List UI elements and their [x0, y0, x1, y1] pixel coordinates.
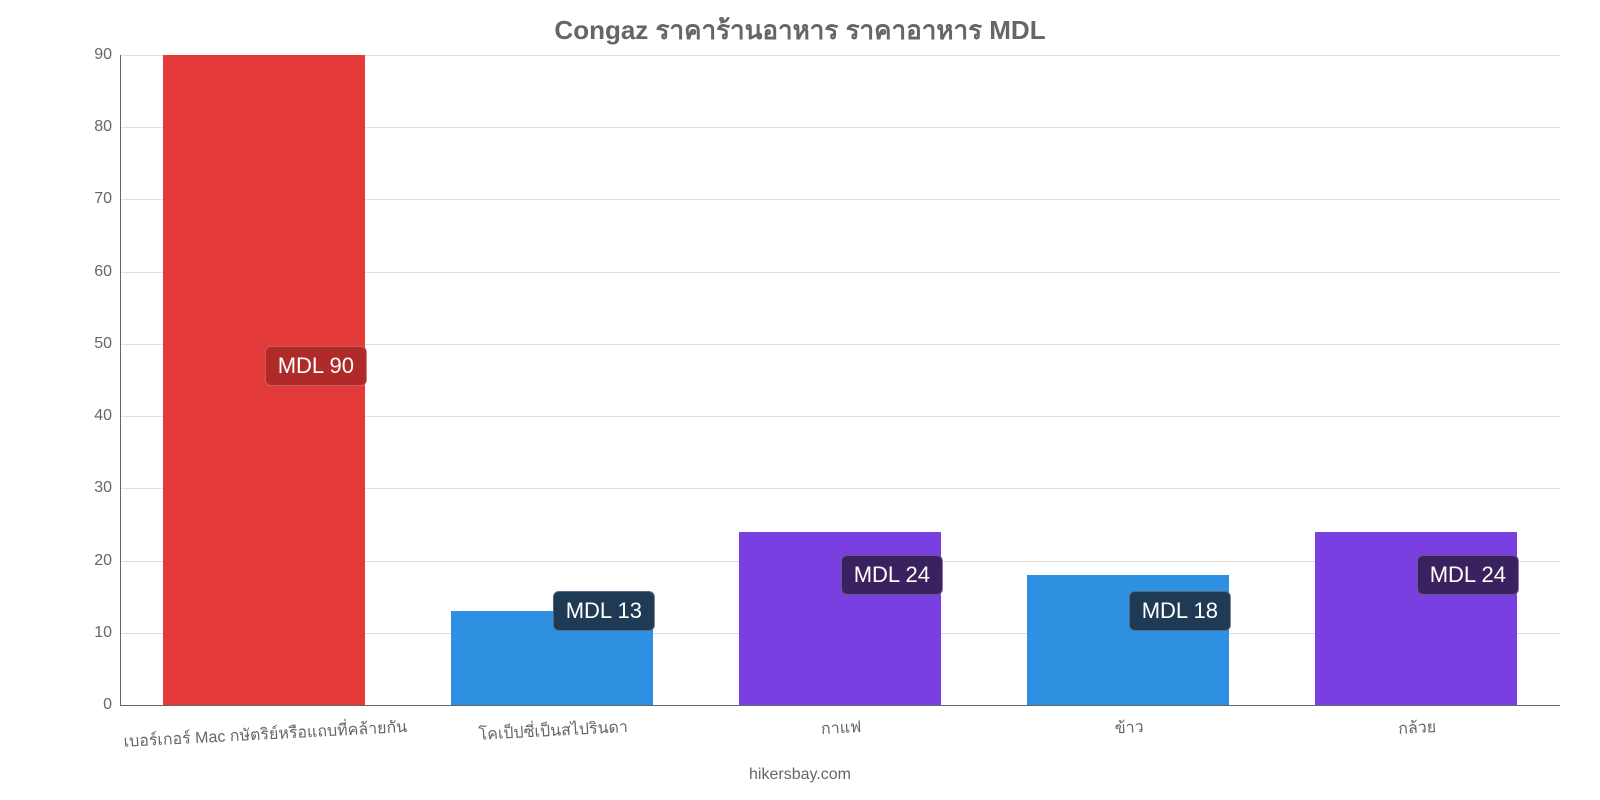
bar-value-label: MDL 24 — [841, 555, 943, 595]
y-tick-label: 80 — [94, 118, 120, 136]
bar-value-label: MDL 18 — [1129, 591, 1231, 631]
y-tick-label: 0 — [103, 696, 120, 714]
y-tick-label: 40 — [94, 407, 120, 425]
x-tick-label: โคเป็ปซี่เป็นสไปรินดา — [478, 705, 629, 748]
chart-footer: hikersbay.com — [0, 766, 1600, 784]
x-tick-label: กล้วย — [1397, 705, 1437, 742]
y-tick-label: 10 — [94, 624, 120, 642]
x-tick-label: ข้าว — [1114, 705, 1145, 741]
chart-title: Congaz ราคาร้านอาหาร ราคาอาหาร MDL — [0, 10, 1600, 51]
x-tick-label: เบอร์เกอร์ Mac กษัตริย์หรือแถบที่คล้ายกั… — [122, 705, 407, 755]
y-tick-label: 70 — [94, 190, 120, 208]
y-tick-label: 20 — [94, 552, 120, 570]
y-tick-label: 50 — [94, 335, 120, 353]
plot-area: 0102030405060708090MDL 90เบอร์เกอร์ Mac … — [120, 55, 1560, 705]
y-axis-line — [120, 55, 121, 705]
bar-value-label: MDL 13 — [553, 591, 655, 631]
y-tick-label: 60 — [94, 263, 120, 281]
x-tick-label: กาแฟ — [820, 705, 862, 742]
bar-value-label: MDL 24 — [1417, 555, 1519, 595]
y-tick-label: 30 — [94, 479, 120, 497]
bar-value-label: MDL 90 — [265, 346, 367, 386]
y-tick-label: 90 — [94, 46, 120, 64]
chart-container: Congaz ราคาร้านอาหาร ราคาอาหาร MDL 01020… — [0, 0, 1600, 800]
